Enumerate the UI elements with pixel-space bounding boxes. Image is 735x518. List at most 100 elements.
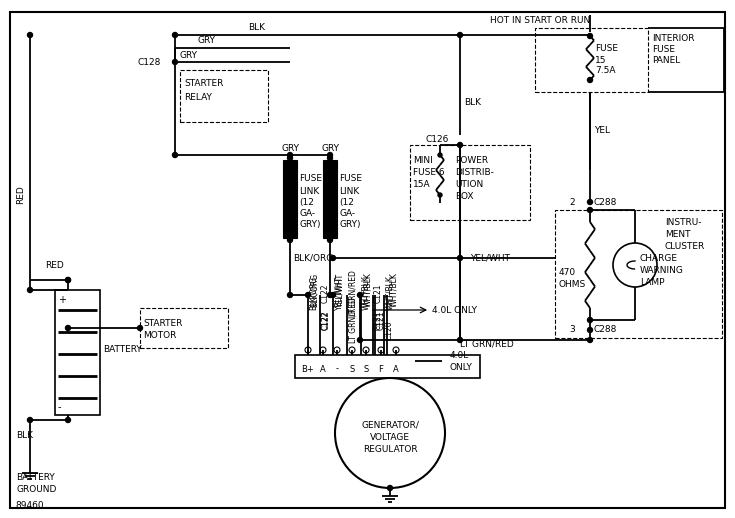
Circle shape [328,237,332,242]
Text: B+: B+ [301,365,315,373]
Text: C120: C120 [385,320,394,340]
Text: LINK: LINK [339,186,359,195]
Circle shape [27,418,32,423]
Circle shape [613,243,657,287]
Text: STARTER: STARTER [184,79,223,88]
Text: YEL/WHT: YEL/WHT [335,273,344,307]
Text: BATTERY: BATTERY [16,472,54,482]
Bar [410,145,530,220]
Circle shape [287,237,293,242]
Circle shape [393,347,399,353]
Bar [535,28,648,92]
Text: C121: C121 [377,310,386,330]
Circle shape [65,325,71,330]
Circle shape [320,347,326,353]
Text: WHT/BLK: WHT/BLK [385,276,394,310]
Text: GENERATOR/: GENERATOR/ [361,421,419,429]
Circle shape [587,318,592,323]
Text: BLK: BLK [248,22,265,32]
Text: VOLTAGE: VOLTAGE [370,433,410,441]
Text: OHMS: OHMS [559,280,587,289]
Text: DISTRIB-: DISTRIB- [455,167,494,177]
Text: POWER: POWER [455,155,488,165]
Circle shape [457,338,462,342]
Text: (12: (12 [339,197,354,207]
Circle shape [587,338,592,342]
Bar [283,160,297,238]
Text: YEL/WHT: YEL/WHT [334,276,343,310]
Circle shape [587,34,592,38]
Text: YEL: YEL [594,125,610,135]
Text: REGULATOR: REGULATOR [362,444,417,453]
Circle shape [335,378,445,488]
Circle shape [438,193,442,197]
Text: BLK/ORG: BLK/ORG [293,253,333,263]
Text: UTION: UTION [455,180,483,189]
Circle shape [349,347,355,353]
Circle shape [387,485,392,491]
Text: 7.5A: 7.5A [595,65,615,75]
Text: GA-: GA- [299,209,315,218]
Text: PANEL: PANEL [652,55,681,65]
Circle shape [287,152,293,157]
Circle shape [457,142,462,148]
Text: +: + [58,295,66,305]
Text: (12: (12 [299,197,314,207]
Text: 3: 3 [569,325,575,335]
Text: FUSE: FUSE [339,174,362,182]
Text: C126: C126 [425,135,448,143]
Bar [295,355,480,378]
Text: -: - [335,365,339,373]
Text: RED: RED [16,185,25,205]
Text: BLK/ORG: BLK/ORG [309,276,318,310]
Bar [140,308,228,348]
Circle shape [287,293,293,297]
Text: WHT/BLK: WHT/BLK [389,272,398,308]
Text: C288: C288 [594,197,617,207]
Text: GRY): GRY) [339,220,360,228]
Circle shape [357,338,362,342]
Text: WHT/BLK: WHT/BLK [361,276,370,310]
Text: 470: 470 [559,267,576,277]
Text: LT GRN/RED: LT GRN/RED [460,339,514,349]
Text: 15A: 15A [413,180,431,189]
Text: YEL/WHT: YEL/WHT [470,253,510,263]
Text: C122: C122 [321,310,330,330]
Text: MENT: MENT [665,229,690,238]
Text: F: F [379,365,384,373]
Circle shape [357,293,362,297]
Text: C121: C121 [374,310,383,330]
Text: S: S [349,365,354,373]
Circle shape [378,347,384,353]
Text: BLK/ORG: BLK/ORG [310,273,319,307]
Text: CLUSTER: CLUSTER [665,241,706,251]
Text: BATTERY: BATTERY [103,346,142,354]
Text: INTERIOR: INTERIOR [652,34,695,42]
Text: C122: C122 [322,310,331,330]
Text: MINI: MINI [413,155,433,165]
Circle shape [334,347,340,353]
Text: GRY: GRY [322,143,340,152]
Circle shape [363,347,369,353]
Circle shape [587,78,592,82]
Text: FUSE: FUSE [299,174,322,182]
Text: LINK: LINK [299,186,319,195]
Circle shape [331,293,335,297]
Circle shape [328,293,332,297]
Circle shape [457,33,462,37]
Circle shape [306,293,310,297]
Circle shape [305,347,311,353]
Bar [555,210,722,338]
Text: A: A [320,365,326,373]
Circle shape [65,278,71,282]
Text: INSTRU-: INSTRU- [665,218,701,226]
Circle shape [65,418,71,423]
Text: CHARGE: CHARGE [640,253,678,263]
Circle shape [438,153,442,157]
Circle shape [287,155,293,161]
Text: 4.0L ONLY: 4.0L ONLY [432,306,477,314]
Text: RELAY: RELAY [184,93,212,102]
Circle shape [587,208,592,212]
Text: GRY: GRY [198,36,216,45]
Text: C288: C288 [594,325,617,335]
